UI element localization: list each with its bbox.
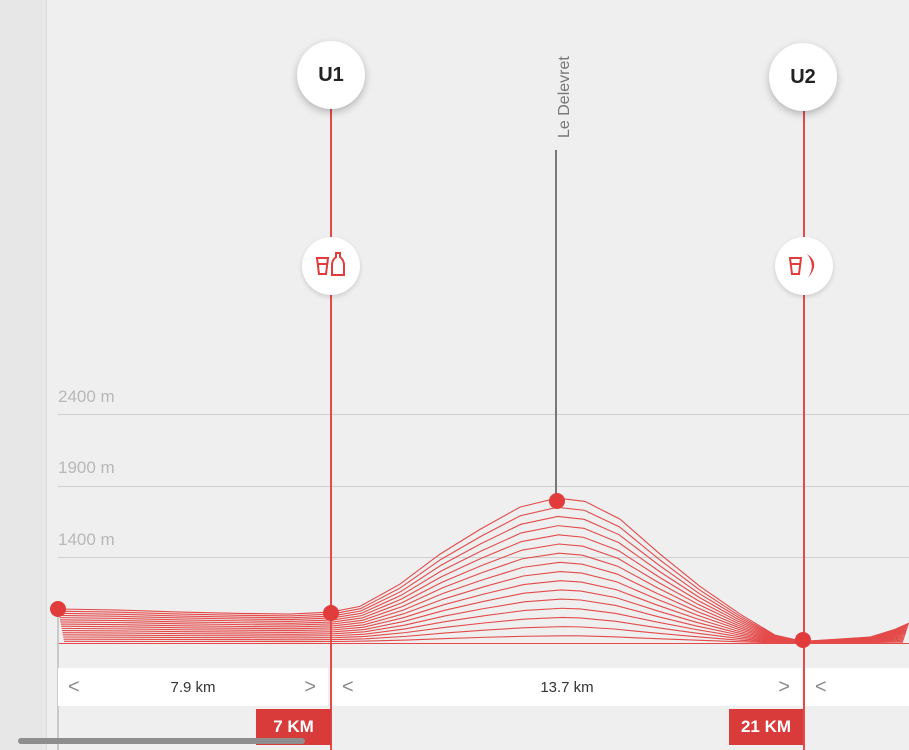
peak-name: Le Delevret — [556, 56, 573, 138]
elevation-label-1900: 1900 m — [58, 458, 115, 477]
supplies-u1[interactable] — [302, 237, 360, 295]
cup-bottle-icon — [315, 252, 345, 276]
start-axis — [57, 610, 59, 750]
aid-point-u1[interactable] — [323, 605, 339, 621]
profile-contour — [61, 580, 906, 643]
segment-2-prev-arrow[interactable]: < — [342, 676, 354, 698]
segment-bar-3: < — [805, 668, 909, 706]
segment-bar-1: < 7.9 km > — [58, 668, 328, 706]
elevation-label-2400: 2400 m — [58, 387, 115, 406]
peak-line — [555, 150, 557, 500]
profile-contour — [60, 552, 907, 643]
gridline-2400 — [58, 414, 909, 415]
cup-banana-icon — [788, 254, 815, 278]
peak-point[interactable] — [549, 493, 565, 509]
start-point[interactable] — [50, 601, 66, 617]
segment-1-prev-arrow[interactable]: < — [68, 676, 80, 698]
supplies-u2[interactable] — [775, 237, 833, 295]
left-panel-edge — [0, 0, 47, 750]
aid-station-line-u1 — [330, 108, 332, 750]
segment-2-next-arrow[interactable]: > — [778, 676, 790, 698]
segment-1-distance: 7.9 km — [170, 678, 216, 696]
aid-station-badge-u1[interactable]: U1 — [297, 41, 365, 109]
segment-2-distance: 13.7 km — [540, 678, 594, 696]
segment-bar-2: < 13.7 km > — [332, 668, 802, 706]
aid-station-badge-u2[interactable]: U2 — [769, 43, 837, 111]
profile-contour — [59, 543, 908, 643]
aid-station-line-u2 — [803, 108, 805, 750]
gridline-1900 — [58, 486, 909, 487]
elevation-label-1400: 1400 m — [58, 530, 115, 549]
km-tag-u2: 21 KM — [729, 709, 803, 745]
profile-baseline — [58, 643, 909, 644]
aid-point-u2[interactable] — [795, 632, 811, 648]
horizontal-scrollbar[interactable] — [18, 738, 305, 744]
segment-3-prev-arrow[interactable]: < — [815, 676, 827, 698]
segment-1-next-arrow[interactable]: > — [304, 676, 316, 698]
